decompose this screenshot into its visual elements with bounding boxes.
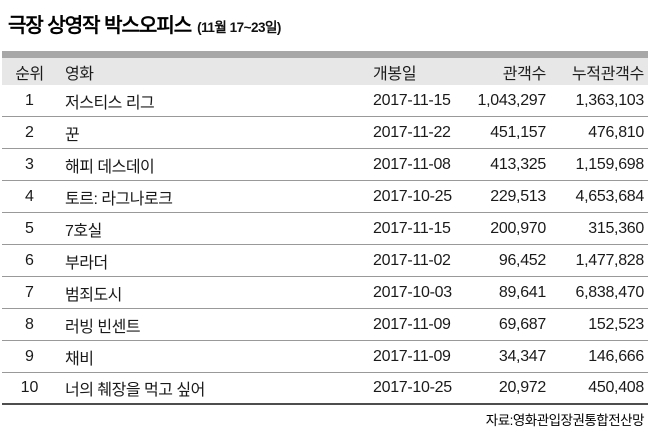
cell-title: 부라더 [65, 254, 108, 272]
cell-audience: 20,972 [498, 379, 546, 396]
cell-rank: 5 [25, 219, 34, 237]
cell-title: 토르: 라그나로크 [65, 190, 173, 208]
cell-audience: 200,970 [490, 219, 546, 237]
cell-title: 너의 췌장을 먹고 싶어 [65, 382, 205, 399]
cell-title: 범죄도시 [65, 286, 122, 304]
cell-rank: 3 [25, 155, 34, 173]
cell-release: 2017-10-25 [373, 379, 452, 396]
cell-title: 러빙 빈센트 [65, 318, 141, 336]
cell-release: 2017-11-15 [373, 91, 451, 109]
cell-title: 해피 데스데이 [65, 158, 155, 176]
cell-release: 2017-11-15 [373, 219, 451, 237]
cell-rank: 2 [25, 123, 34, 141]
cell-title: 꾼 [65, 126, 80, 144]
cell-release: 2017-11-22 [373, 123, 451, 141]
cell-audience: 413,325 [490, 155, 546, 173]
cell-title: 저스티스 리그 [65, 94, 155, 112]
cell-rank: 7 [25, 283, 34, 301]
boxoffice-table: 순위 영화 개봉일 관객수 누적관객수 1 저스티스 리그 2017-11-15 1,… [2, 51, 648, 429]
cell-audience: 34,347 [498, 347, 546, 365]
title-text: 극장 상영작 박스오피스 [8, 15, 192, 37]
cell-rank: 4 [25, 187, 34, 205]
cell-cumulative: 6,838,470 [575, 283, 645, 301]
cell-audience: 89,641 [498, 283, 546, 301]
cell-cumulative: 1,159,698 [575, 155, 645, 173]
table-top-bar [2, 51, 648, 58]
cell-release: 2017-11-08 [373, 155, 451, 173]
table-row: 8 러빙 빈센트 2017-11-09 69,687 152,523 [2, 309, 648, 341]
cell-rank: 9 [25, 347, 34, 365]
cell-rank: 8 [25, 315, 34, 333]
cell-cumulative: 4,653,684 [575, 187, 645, 205]
table-body: 1 저스티스 리그 2017-11-15 1,043,297 1,363,103 2 꾼 20… [2, 85, 648, 405]
title-period: (11월 17~23일) [197, 20, 281, 35]
col-header-rank: 순위 [15, 65, 44, 83]
cell-audience: 229,513 [490, 187, 546, 205]
table-row: 4 토르: 라그나로크 2017-10-25 229,513 4,653,684 [2, 181, 648, 213]
cell-release: 2017-11-02 [373, 251, 451, 269]
table-row: 6 부라더 2017-11-02 96,452 1,477,828 [2, 245, 648, 277]
cell-cumulative: 1,363,103 [575, 91, 645, 109]
page-title: 극장 상영작 박스오피스 (11월 17~23일) [8, 9, 281, 38]
cell-audience: 96,452 [498, 251, 546, 269]
table-row: 5 7호실 2017-11-15 200,970 315,360 [2, 213, 648, 245]
source-note: 자료:영화관입장권통합전산망 [485, 413, 645, 428]
table-row: 9 채비 2017-11-09 34,347 146,666 [2, 341, 648, 373]
cell-cumulative: 476,810 [588, 123, 644, 141]
cell-rank: 1 [25, 91, 34, 109]
col-header-release: 개봉일 [373, 65, 417, 83]
cell-cumulative: 146,666 [588, 347, 644, 365]
cell-cumulative: 1,477,828 [575, 251, 645, 269]
cell-audience: 1,043,297 [477, 91, 547, 109]
table-row: 3 해피 데스데이 2017-11-08 413,325 1,159,698 [2, 149, 648, 181]
cell-release: 2017-10-03 [373, 283, 452, 301]
cell-rank: 10 [20, 379, 39, 396]
col-header-movie: 영화 [65, 65, 94, 83]
cell-cumulative: 315,360 [588, 219, 644, 237]
cell-rank: 6 [25, 251, 34, 269]
cell-title: 7호실 [65, 222, 102, 240]
table-row: 7 범죄도시 2017-10-03 89,641 6,838,470 [2, 277, 648, 309]
cell-release: 2017-11-09 [373, 315, 451, 333]
cell-release: 2017-10-25 [373, 187, 452, 205]
table-row: 2 꾼 2017-11-22 451,157 476,810 [2, 117, 648, 149]
table-row: 1 저스티스 리그 2017-11-15 1,043,297 1,363,103 [2, 85, 648, 117]
table-row: 10 너의 췌장을 먹고 싶어 2017-10-25 20,972 450,408 [2, 373, 648, 405]
cell-audience: 69,687 [498, 315, 546, 333]
cell-cumulative: 152,523 [588, 315, 644, 333]
cell-title: 채비 [65, 350, 94, 368]
cell-cumulative: 450,408 [588, 379, 644, 396]
col-header-cumulative: 누적관객수 [571, 65, 644, 83]
col-header-audience: 관객수 [502, 65, 547, 83]
table-header-row: 순위 영화 개봉일 관객수 누적관객수 [2, 58, 648, 85]
cell-audience: 451,157 [490, 123, 546, 141]
cell-release: 2017-11-09 [373, 347, 451, 365]
